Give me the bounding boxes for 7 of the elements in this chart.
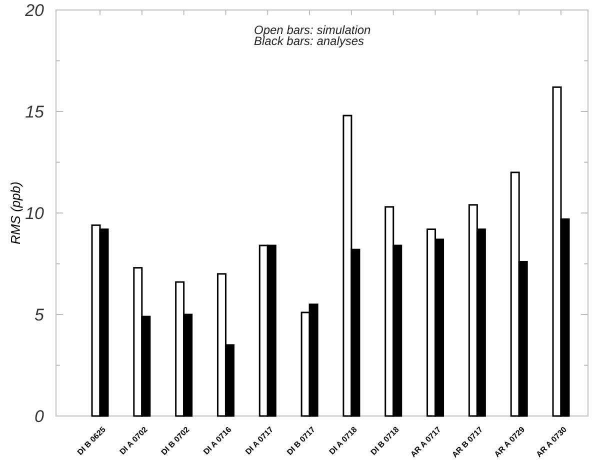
- y-tick-label: 10: [25, 204, 45, 223]
- y-tick-label: 15: [25, 102, 45, 122]
- y-tick-label: 20: [24, 0, 45, 20]
- annotation: Open bars: simulation: [254, 23, 372, 37]
- y-tick-label: 0: [34, 406, 45, 426]
- y-axis-title: RMS (ppb): [8, 182, 23, 244]
- y-tick-label: 5: [34, 305, 45, 324]
